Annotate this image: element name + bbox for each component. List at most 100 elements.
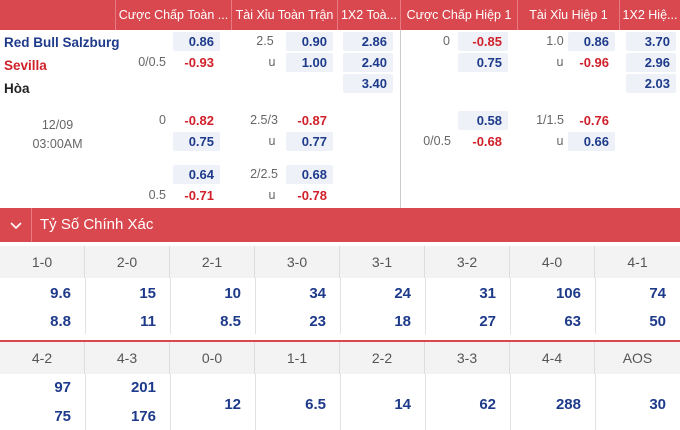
odds-cell[interactable]: 0.90	[286, 32, 333, 51]
draw-label: Hòa	[4, 81, 30, 96]
odds-cell[interactable]: -0.93	[184, 55, 214, 70]
section-divider	[0, 340, 680, 342]
handicap-line: 0	[443, 34, 450, 48]
home-team[interactable]: Red Bull Salzburg	[4, 35, 120, 50]
score-label: 2-2	[340, 342, 425, 374]
column-divider	[340, 374, 341, 430]
under-label: u	[556, 55, 564, 69]
score-odds[interactable]: 30	[649, 396, 666, 413]
score-odds[interactable]: 24	[394, 285, 411, 302]
score-odds[interactable]: 27	[479, 313, 496, 330]
column-divider	[85, 374, 86, 430]
odds-cell[interactable]: 3.70	[626, 32, 676, 51]
odds-cell[interactable]: 3.40	[343, 74, 393, 93]
handicap-line: 0.5	[148, 188, 166, 202]
odds-cell[interactable]: -0.68	[472, 134, 502, 149]
exact-score-header[interactable]: Tỷ Số Chính Xác	[0, 208, 680, 242]
score-odds[interactable]: 18	[394, 313, 411, 330]
odds-cell[interactable]: 1.00	[286, 53, 333, 72]
score-label: 3-2	[425, 246, 510, 278]
score-label: 4-3	[85, 342, 170, 374]
odds-cell[interactable]: -0.87	[297, 113, 327, 128]
score-odds[interactable]: 23	[309, 313, 326, 330]
column-divider	[595, 374, 596, 430]
score-labels-row: 4-2 4-3 0-0 1-1 2-2 3-3 4-4 AOS	[0, 342, 680, 374]
score-odds[interactable]: 6.5	[305, 396, 326, 413]
score-odds[interactable]: 75	[54, 408, 71, 425]
odds-cell[interactable]: 0.66	[568, 132, 615, 151]
odds-cell[interactable]: 0.75	[173, 132, 220, 151]
odds-cell[interactable]: -0.82	[184, 113, 214, 128]
odds-cell[interactable]: -0.85	[458, 32, 508, 51]
handicap-line: 0/0.5	[423, 134, 451, 148]
col-ft-over-under[interactable]: Tài Xỉu Toàn Trận	[231, 0, 337, 30]
col-h1-handicap[interactable]: Cược Chấp Hiệp 1	[400, 0, 517, 30]
odds-cell[interactable]: 2.40	[343, 53, 393, 72]
score-odds[interactable]: 176	[130, 408, 156, 425]
odds-cell[interactable]: 0.64	[173, 165, 220, 184]
score-odds[interactable]: 31	[479, 285, 496, 302]
odds-cell[interactable]: 0.75	[458, 53, 508, 72]
odds-cell[interactable]: 2.96	[626, 53, 676, 72]
score-label: 4-1	[627, 254, 648, 270]
col-h1-over-under[interactable]: Tài Xỉu Hiệp 1	[517, 0, 619, 30]
away-team[interactable]: Sevilla	[4, 58, 47, 73]
odds-header: Cược Chấp Toàn ... Tài Xỉu Toàn Trận 1X2…	[0, 0, 680, 30]
score-label: 3-0	[255, 246, 340, 278]
ou-line: 1/1.5	[536, 113, 564, 127]
odds-cell[interactable]: 0.68	[286, 165, 333, 184]
score-odds[interactable]: 14	[394, 396, 411, 413]
odds-cell[interactable]: 0.77	[286, 132, 333, 151]
odds-cell[interactable]: -0.96	[579, 55, 609, 70]
odds-cell[interactable]: -0.71	[184, 188, 214, 203]
column-divider	[255, 278, 256, 334]
score-odds[interactable]: 63	[564, 313, 581, 330]
odds-cell[interactable]: 0.86	[568, 32, 615, 51]
score-odds[interactable]: 12	[224, 396, 241, 413]
under-label: u	[556, 134, 564, 148]
col-h1-1x2[interactable]: 1X2 Hiệ...	[619, 0, 680, 30]
score-odds[interactable]: 62	[479, 396, 496, 413]
score-odds[interactable]: 15	[139, 285, 156, 302]
score-odds[interactable]: 74	[649, 285, 666, 302]
score-odds[interactable]: 8.5	[220, 313, 241, 330]
col-ft-1x2[interactable]: 1X2 Toà...	[337, 0, 400, 30]
column-divider	[425, 278, 426, 334]
score-odds[interactable]: 8.8	[50, 313, 71, 330]
score-label: 2-1	[170, 246, 255, 278]
odds-cell[interactable]: -0.78	[297, 188, 327, 203]
odds-cell[interactable]: 2.86	[343, 32, 393, 51]
odds-cell[interactable]: 0.86	[173, 32, 220, 51]
under-label: u	[268, 188, 276, 202]
score-odds[interactable]: 34	[309, 285, 326, 302]
under-label: u	[268, 134, 276, 148]
match-time: 03:00AM	[32, 137, 83, 151]
exact-score-title: Tỷ Số Chính Xác	[40, 216, 154, 233]
ou-line: 2/2.5	[250, 167, 278, 181]
score-label: 4-4	[510, 342, 595, 374]
score-odds[interactable]: 11	[140, 313, 156, 330]
odds-cell[interactable]: 2.03	[626, 74, 676, 93]
match-date: 12/09	[41, 118, 74, 132]
ou-line: 2.5	[256, 34, 274, 48]
column-divider	[510, 278, 511, 334]
odds-cell[interactable]: -0.76	[579, 113, 609, 128]
score-label: AOS	[622, 350, 653, 366]
score-odds[interactable]: 97	[54, 379, 71, 396]
column-divider	[595, 278, 596, 334]
chevron-down-icon[interactable]	[0, 208, 32, 242]
column-divider	[170, 374, 171, 430]
score-odds[interactable]: 10	[224, 285, 241, 302]
score-label: 4-0	[510, 246, 595, 278]
score-odds[interactable]: 288	[555, 396, 581, 413]
score-label: 1-1	[255, 342, 340, 374]
ou-line: 2.5/3	[250, 113, 278, 127]
score-odds[interactable]: 50	[649, 313, 666, 330]
odds-cell[interactable]: 0.58	[458, 111, 508, 130]
col-ft-handicap[interactable]: Cược Chấp Toàn ...	[115, 0, 231, 30]
score-odds[interactable]: 9.6	[50, 285, 71, 302]
score-odds[interactable]: 106	[555, 285, 581, 302]
column-divider	[85, 278, 86, 334]
column-divider	[340, 278, 341, 334]
score-odds[interactable]: 201	[130, 379, 156, 396]
